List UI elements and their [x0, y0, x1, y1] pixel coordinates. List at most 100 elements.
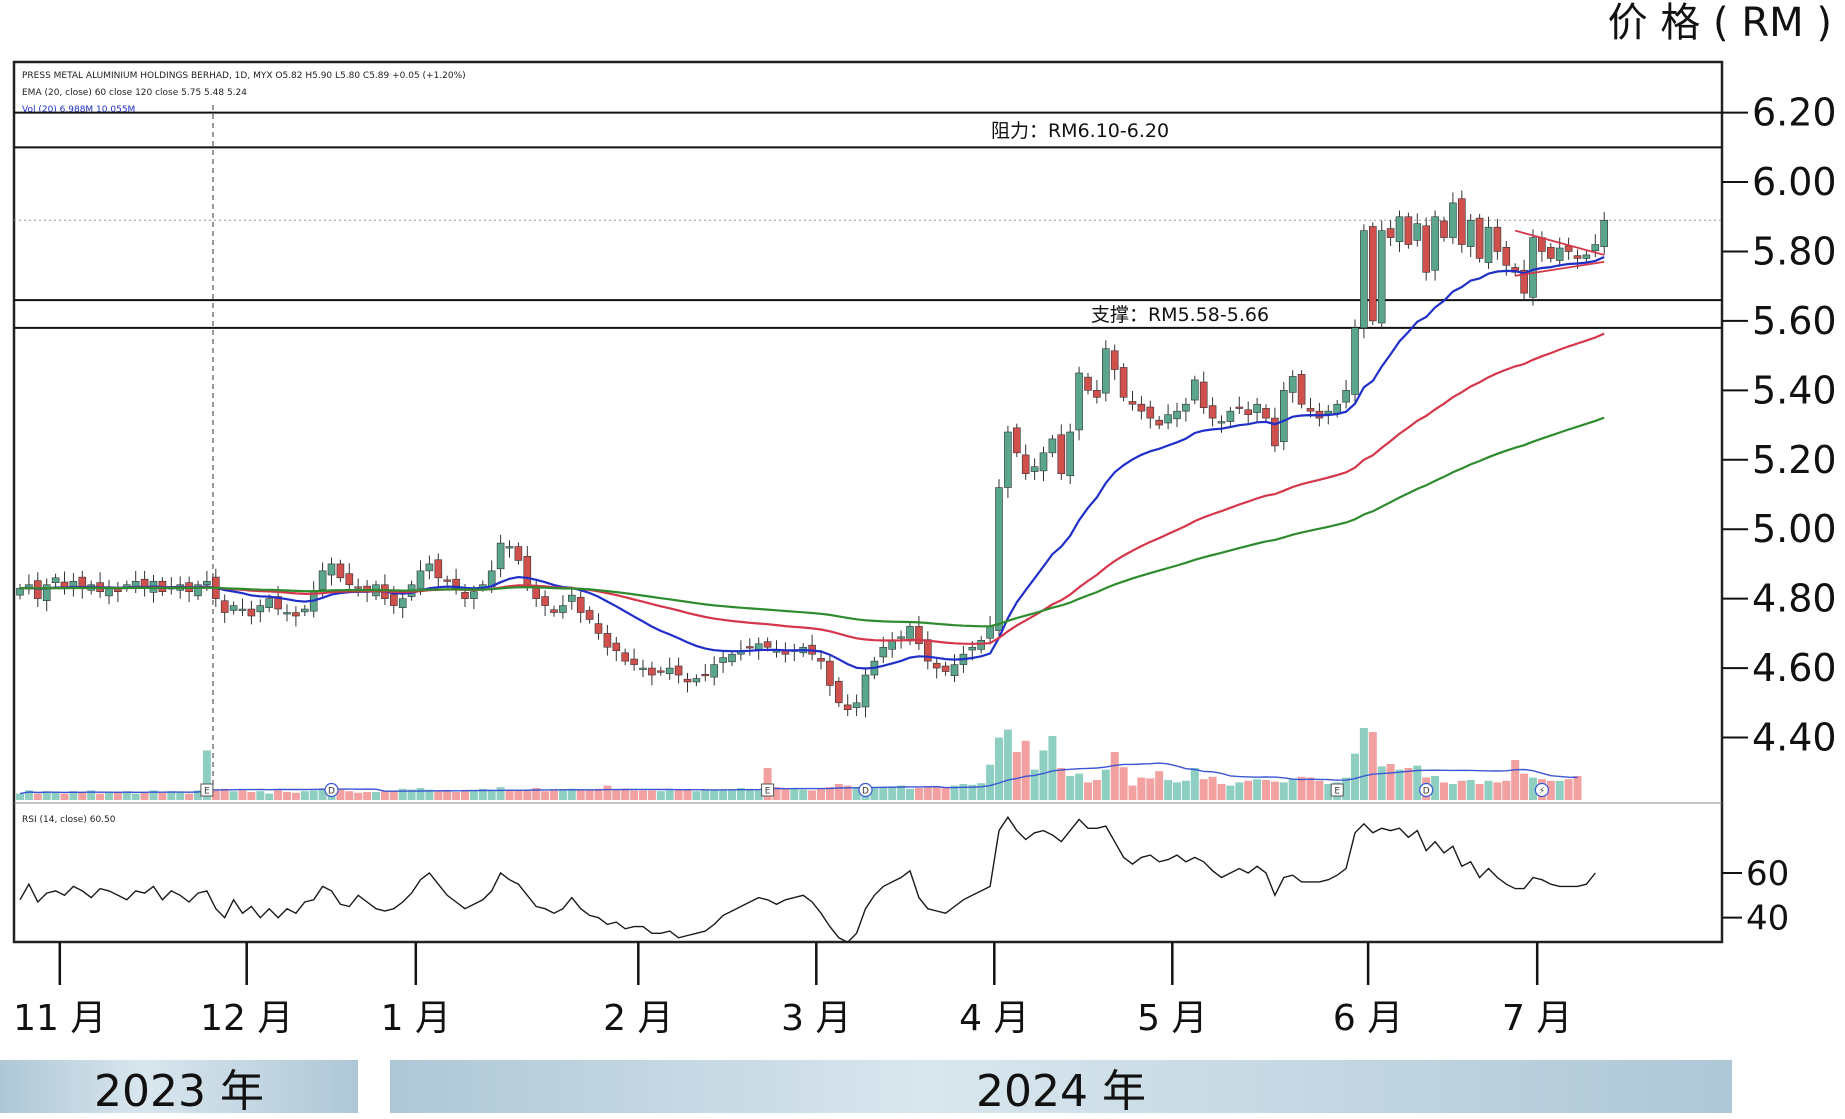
volume-bar	[799, 789, 808, 800]
volume-bar	[425, 789, 434, 800]
candle	[16, 584, 24, 600]
volume-bar	[834, 784, 843, 800]
candle-body	[861, 674, 870, 708]
volume-bar	[318, 788, 327, 800]
event-marker: E	[1330, 783, 1344, 797]
candle	[1012, 423, 1021, 457]
candle	[1039, 446, 1048, 482]
candle-body	[852, 702, 861, 708]
volume-bar	[1404, 768, 1413, 800]
candle-body	[550, 609, 558, 613]
volume-bar	[1110, 752, 1119, 800]
volume-bar	[923, 787, 932, 800]
candle-body	[1449, 202, 1457, 238]
candle	[1191, 375, 1199, 405]
candle	[283, 604, 291, 622]
candle-body	[1351, 327, 1359, 395]
candle	[1093, 379, 1101, 404]
event-marker: D	[324, 782, 339, 798]
candle-body	[1199, 381, 1208, 408]
volume-bar	[1003, 729, 1012, 800]
candle-body	[621, 652, 630, 662]
candle-body	[1084, 376, 1092, 391]
volume-bar	[140, 792, 149, 800]
candle-body	[1146, 406, 1155, 419]
volume-bar	[1039, 750, 1048, 800]
candle-body	[630, 658, 638, 665]
earnings-marker-box	[761, 783, 775, 797]
event-marker-symbol: E	[204, 787, 210, 797]
volume-bar	[105, 792, 113, 800]
candle-body	[1600, 219, 1608, 247]
candle-body	[1306, 408, 1315, 412]
candle-body	[879, 646, 888, 658]
volume-bar	[1137, 777, 1146, 800]
volume-bar	[879, 788, 888, 800]
candle	[1600, 211, 1608, 255]
volume-bar	[1511, 760, 1520, 800]
candle	[238, 598, 247, 616]
volume-bar	[1484, 780, 1493, 800]
candle-body	[1137, 403, 1146, 412]
volume-bar	[389, 790, 398, 800]
candle	[1262, 404, 1270, 423]
event-marker: D	[858, 782, 873, 798]
candle-body	[888, 640, 897, 650]
volume-bar	[647, 790, 656, 800]
candle	[1386, 220, 1395, 246]
price-tick-label: 5.60	[1752, 299, 1837, 343]
candle	[96, 572, 104, 598]
candle-body	[452, 578, 460, 589]
candle	[229, 601, 238, 615]
candle-body	[576, 596, 585, 613]
candle	[594, 613, 603, 640]
volume-bar	[1386, 764, 1395, 800]
candle-body	[1110, 350, 1119, 370]
volume-bar	[1092, 780, 1101, 800]
candle-body	[523, 555, 532, 586]
price-tick-label: 5.20	[1752, 438, 1837, 482]
candle-body	[354, 586, 363, 589]
candle-body	[665, 667, 674, 674]
volume-bar	[202, 750, 211, 800]
candle	[1404, 212, 1413, 249]
candle	[532, 578, 541, 607]
candle-body	[514, 546, 523, 561]
volume-bar	[1217, 784, 1226, 800]
candle-body	[1021, 454, 1030, 474]
candle-body	[1386, 228, 1395, 238]
candle-body	[434, 559, 443, 579]
candle-body	[897, 636, 905, 639]
volume-bar	[710, 790, 719, 800]
candle-body	[496, 542, 505, 570]
candle-body	[1271, 417, 1279, 447]
volume-bar	[674, 790, 683, 800]
volume-bar	[567, 788, 576, 800]
rsi-tick-label: 60	[1746, 854, 1789, 894]
volume-bar	[274, 790, 283, 800]
volume-bar	[630, 790, 639, 800]
volume-bar	[1262, 780, 1270, 800]
volume-bar	[496, 787, 505, 800]
volume-bar	[1546, 780, 1555, 800]
candle	[1511, 263, 1519, 277]
candle-body	[826, 660, 834, 686]
candle	[559, 595, 567, 619]
volume-bar	[683, 789, 692, 800]
candle	[140, 570, 149, 597]
volume-bar	[1066, 776, 1075, 800]
candle	[1253, 397, 1261, 423]
candle-body	[1128, 401, 1137, 405]
volume-bar	[416, 788, 425, 800]
candle-body	[327, 563, 336, 576]
candle-body	[719, 657, 727, 663]
volume-bar	[790, 788, 799, 800]
candle	[1342, 379, 1350, 409]
volume-bar	[113, 792, 122, 800]
volume-bar	[372, 792, 380, 800]
volume-bar	[1564, 779, 1573, 800]
candle	[336, 559, 345, 582]
candle-body	[1502, 247, 1511, 266]
volume-bar	[1297, 776, 1306, 800]
volume-bar	[149, 790, 158, 800]
